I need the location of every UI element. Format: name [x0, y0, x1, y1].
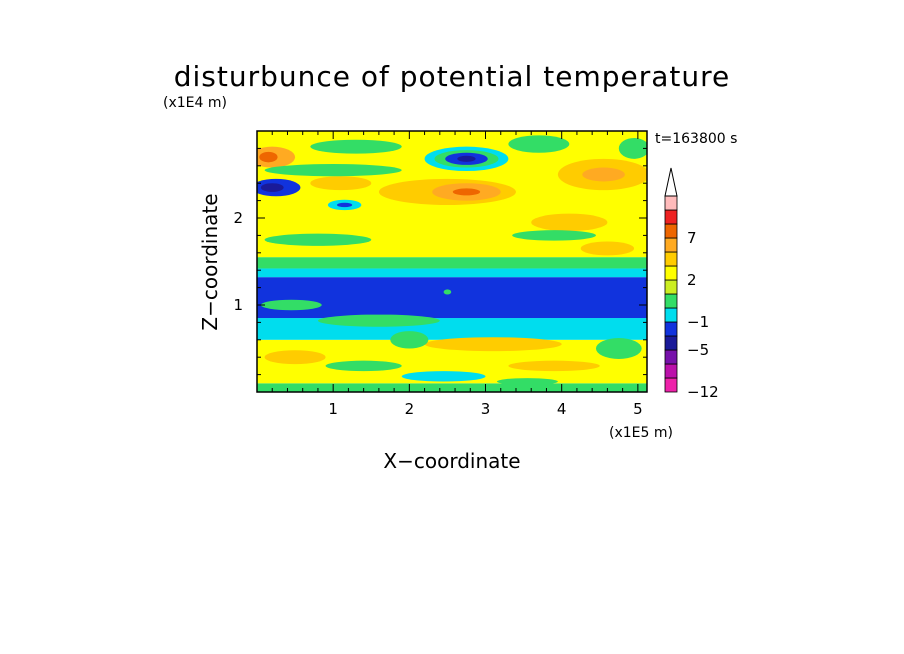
x-scale-label: (x1E5 m)	[609, 425, 673, 441]
colorbar-segment	[664, 349, 678, 365]
colorbar-segment	[664, 377, 678, 393]
colorbar-segment	[664, 321, 678, 337]
colorbar-segment	[664, 265, 678, 281]
colorbar-label: −5	[687, 341, 709, 359]
x-axis-label: X−coordinate	[383, 449, 520, 473]
contour-patch-17	[264, 164, 402, 177]
contour-patch-33	[496, 378, 558, 386]
contour-patch-24	[260, 299, 322, 311]
colorbar-segment	[664, 279, 678, 295]
y-scale-label: (x1E4 m)	[163, 95, 227, 111]
chart-title: disturbunce of potential temperature	[174, 60, 731, 93]
axis-ticks: 1 2 3 4 5 1 2	[233, 131, 647, 418]
colorbar-segment	[664, 307, 678, 323]
contour-patch-7	[259, 151, 278, 163]
x-tick-label: 1	[328, 400, 338, 418]
colorbar-segment	[664, 293, 678, 309]
colorbar-segment	[664, 237, 678, 253]
contour-patch-34	[443, 289, 452, 295]
y-tick-label: 2	[233, 209, 243, 227]
y-axis-label: Z−coordinate	[198, 193, 222, 330]
colorbar-segment	[664, 363, 678, 379]
colorbar-label: 2	[687, 271, 697, 289]
contour-patch-27	[264, 350, 326, 365]
contour-patch-26	[424, 337, 562, 352]
contour-band-0	[257, 383, 647, 392]
contour-band-4	[257, 268, 647, 278]
contour-patch-23	[580, 241, 635, 256]
colorbar-segment	[664, 223, 678, 239]
contour-patch-10	[452, 188, 481, 196]
contour-patch-20	[508, 135, 570, 153]
colorbar-segment	[664, 251, 678, 267]
contour-patch-12	[582, 167, 625, 182]
y-tick-label: 1	[233, 296, 243, 314]
colorbar-extend-arrow	[664, 167, 678, 197]
colorbar-label: 7	[687, 229, 697, 247]
colorbar-label: −1	[687, 313, 709, 331]
x-tick-label: 3	[481, 400, 491, 418]
contour-patch-5	[260, 183, 284, 192]
colorbar-segment	[664, 335, 678, 351]
contour-patch-32	[401, 371, 486, 382]
contour-patch-28	[508, 360, 600, 372]
plot-frame	[256, 130, 648, 393]
contour-field	[257, 131, 647, 392]
colorbar-segment	[664, 209, 678, 225]
contour-patch-19	[512, 230, 596, 241]
x-tick-label: 5	[633, 400, 643, 418]
x-tick-label: 2	[405, 400, 415, 418]
time-label: t=163800 s	[655, 131, 737, 147]
contour-band-2	[257, 318, 647, 340]
contour-patch-21	[310, 139, 402, 154]
colorbar-segment	[664, 195, 678, 211]
colorbar-label: −12	[687, 383, 719, 401]
contour-patch-16	[336, 202, 353, 208]
contour-patch-3	[457, 155, 476, 162]
contour-patch-31	[390, 331, 429, 349]
x-tick-label: 4	[557, 400, 567, 418]
contour-patch-30	[595, 338, 642, 359]
contour-patch-18	[264, 233, 372, 246]
contour-band-3	[257, 277, 647, 319]
colorbar: −12−5−127	[664, 167, 719, 401]
contour-patch-14	[310, 176, 372, 191]
contour-patch-22	[618, 137, 647, 159]
contour-band-5	[257, 257, 647, 269]
contour-patch-29	[325, 360, 402, 372]
contour-patch-13	[531, 213, 608, 232]
contour-patch-25	[317, 314, 440, 327]
